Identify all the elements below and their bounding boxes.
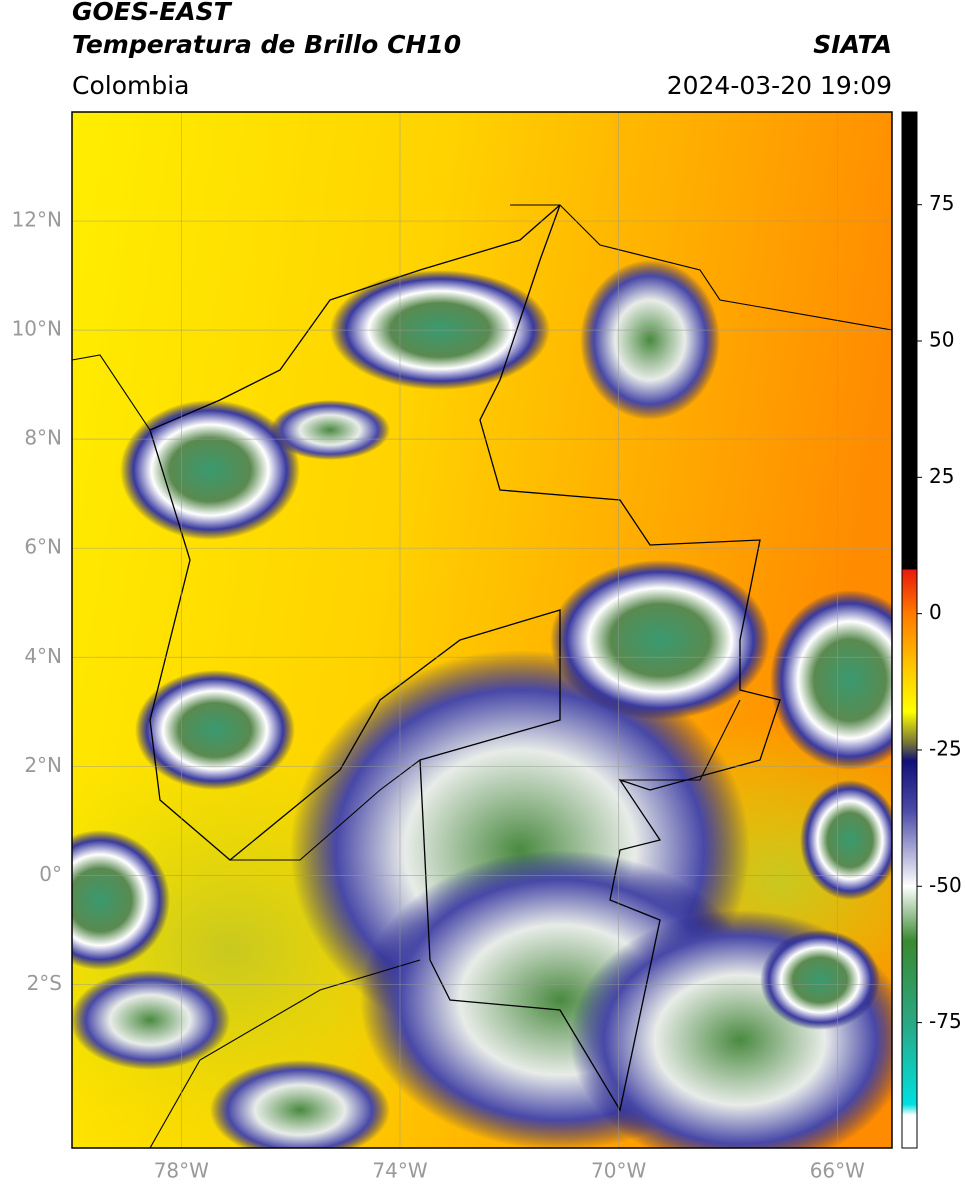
colorbar-tick-label: 50: [929, 328, 954, 352]
y-tick-label: 10°N: [12, 317, 62, 341]
colorbar-tick-label: -25: [929, 736, 962, 760]
y-tick-label: 2°S: [27, 971, 62, 995]
y-tick-label: 4°N: [24, 644, 62, 668]
y-tick-label: 0°: [39, 862, 62, 886]
y-tick-label: 2°N: [24, 753, 62, 777]
y-tick-label: 8°N: [24, 426, 62, 450]
x-tick-label: 70°W: [591, 1159, 646, 1183]
x-tick-label: 66°W: [810, 1159, 865, 1183]
source: SIATA: [813, 30, 892, 59]
datetime: 2024-03-20 19:09: [667, 71, 892, 100]
colorbar-tick-label: 75: [929, 191, 954, 215]
y-tick-label: 12°N: [12, 208, 62, 232]
colorbar-tick-label: -50: [929, 873, 962, 897]
colorbar: [901, 111, 918, 1149]
x-tick-label: 78°W: [154, 1159, 209, 1183]
map-frame: [71, 111, 893, 1149]
colorbar-tick-label: 25: [929, 464, 954, 488]
title: GOES-EAST: [72, 0, 233, 26]
y-tick-label: 6°N: [24, 535, 62, 559]
colorbar-tick-label: 0: [929, 600, 942, 624]
x-tick-label: 74°W: [372, 1159, 427, 1183]
subtitle: Temperatura de Brillo CH10: [72, 30, 461, 59]
region: Colombia: [72, 71, 189, 100]
satellite-image: [72, 112, 892, 1148]
colorbar-tick-label: -75: [929, 1009, 962, 1033]
